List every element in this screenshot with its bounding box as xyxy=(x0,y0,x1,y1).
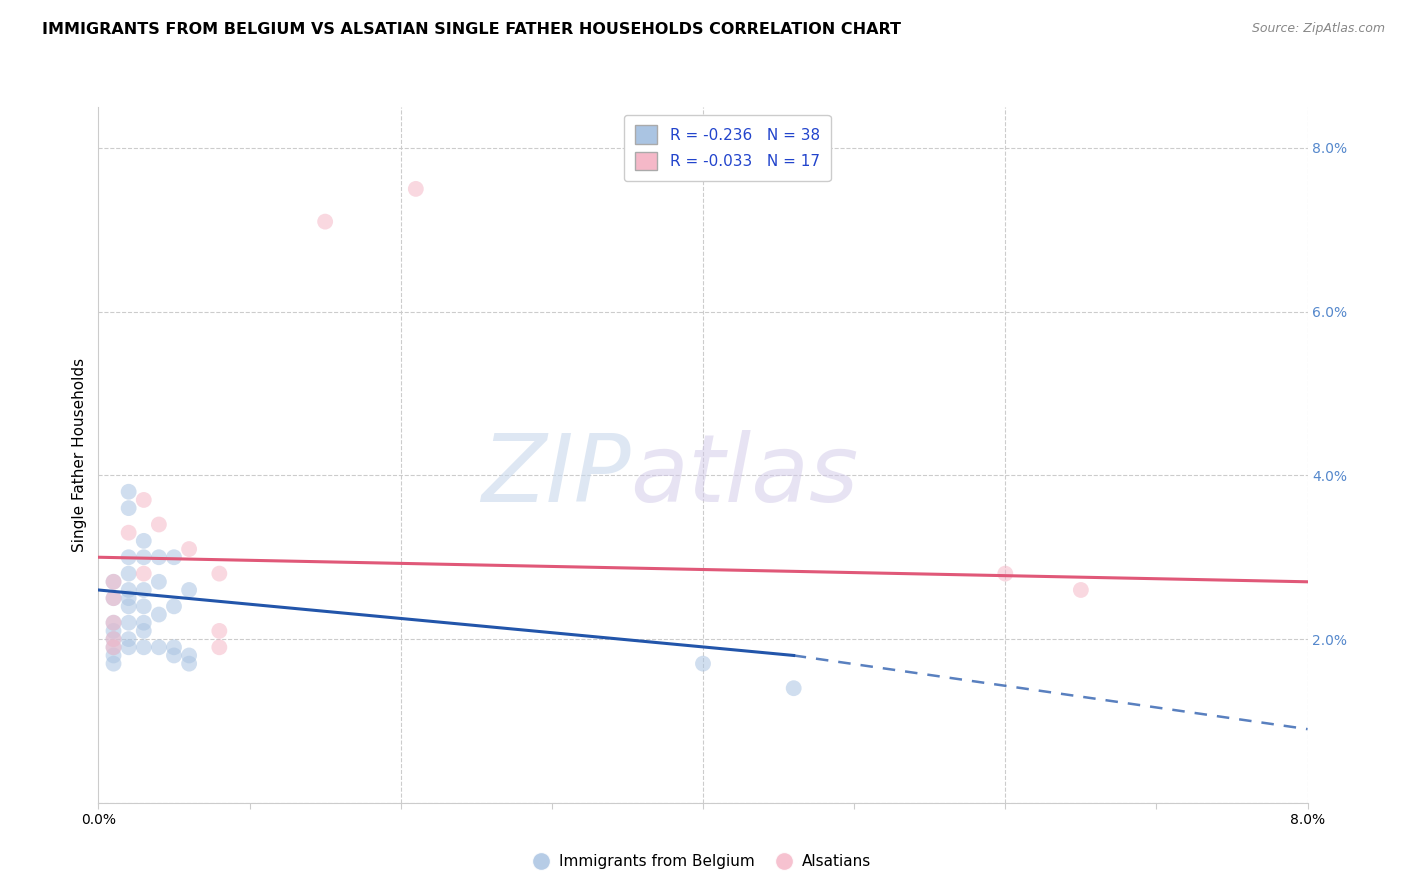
Point xyxy=(994,566,1017,581)
Point xyxy=(103,624,125,638)
Text: ZIP: ZIP xyxy=(481,430,630,521)
Point xyxy=(118,484,141,499)
Point xyxy=(132,640,155,655)
Point xyxy=(208,624,231,638)
Point xyxy=(132,550,155,565)
Point xyxy=(132,599,155,614)
Point xyxy=(103,591,125,606)
Point xyxy=(103,640,125,655)
Point xyxy=(208,640,231,655)
Text: IMMIGRANTS FROM BELGIUM VS ALSATIAN SINGLE FATHER HOUSEHOLDS CORRELATION CHART: IMMIGRANTS FROM BELGIUM VS ALSATIAN SING… xyxy=(42,22,901,37)
Point xyxy=(118,582,141,597)
Point xyxy=(103,574,125,589)
Y-axis label: Single Father Households: Single Father Households xyxy=(72,358,87,552)
Point xyxy=(148,574,170,589)
Point xyxy=(103,632,125,646)
Point xyxy=(103,632,125,646)
Point xyxy=(132,624,155,638)
Point xyxy=(118,591,141,606)
Point xyxy=(103,615,125,630)
Point xyxy=(179,542,201,557)
Point xyxy=(103,591,125,606)
Point xyxy=(103,615,125,630)
Point xyxy=(208,566,231,581)
Point xyxy=(132,533,155,548)
Point xyxy=(405,182,427,196)
Point xyxy=(132,582,155,597)
Point xyxy=(132,566,155,581)
Point xyxy=(118,501,141,516)
Point xyxy=(118,599,141,614)
Point xyxy=(163,640,186,655)
Point xyxy=(148,640,170,655)
Point xyxy=(132,615,155,630)
Point xyxy=(118,615,141,630)
Point xyxy=(163,648,186,663)
Legend: Immigrants from Belgium, Alsatians: Immigrants from Belgium, Alsatians xyxy=(529,848,877,875)
Point xyxy=(148,607,170,622)
Point xyxy=(163,550,186,565)
Point xyxy=(118,640,141,655)
Text: atlas: atlas xyxy=(630,430,859,521)
Point xyxy=(1070,582,1092,597)
Point xyxy=(179,648,201,663)
Point xyxy=(118,632,141,646)
Point xyxy=(692,657,714,671)
Point xyxy=(148,517,170,532)
Point xyxy=(148,550,170,565)
Point xyxy=(132,492,155,507)
Point xyxy=(118,550,141,565)
Text: Source: ZipAtlas.com: Source: ZipAtlas.com xyxy=(1251,22,1385,36)
Point xyxy=(103,574,125,589)
Point xyxy=(179,582,201,597)
Point xyxy=(163,599,186,614)
Point xyxy=(314,214,336,228)
Point xyxy=(103,648,125,663)
Point xyxy=(103,640,125,655)
Point xyxy=(118,566,141,581)
Point xyxy=(179,657,201,671)
Point xyxy=(103,657,125,671)
Point xyxy=(783,681,806,696)
Point xyxy=(118,525,141,540)
